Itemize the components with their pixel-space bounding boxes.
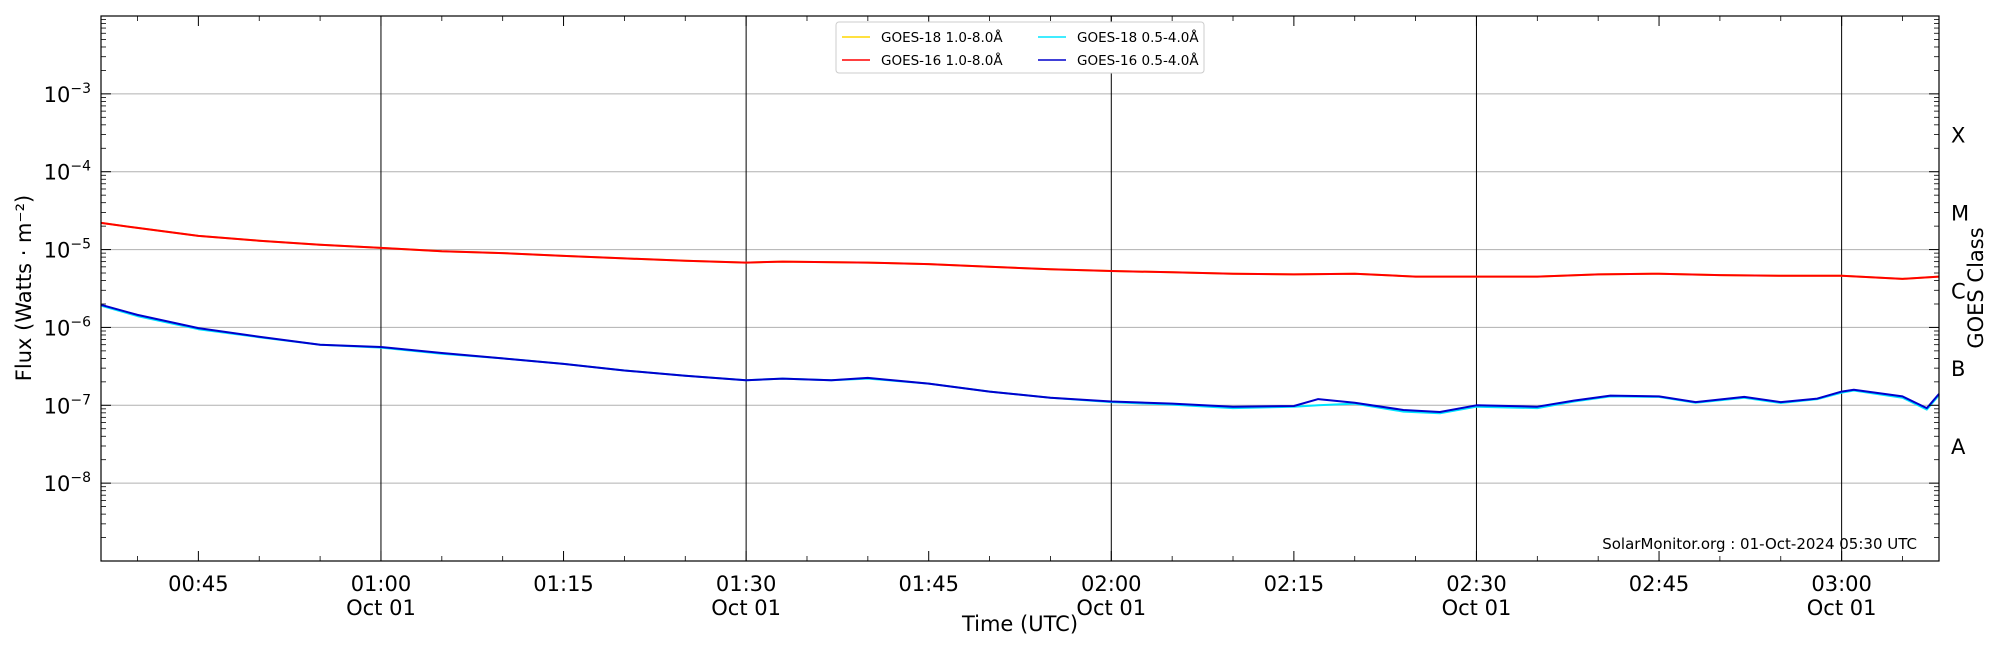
goes-class-label-c: C: [1951, 279, 1966, 303]
x-tick-label: 03:00: [1811, 572, 1872, 596]
x-tick-date-label: Oct 01: [1807, 596, 1877, 620]
x-tick-label: 01:15: [533, 572, 594, 596]
legend-label: GOES-16 0.5-4.0Å: [1077, 52, 1199, 69]
y-tick-label: 10−5: [44, 237, 91, 263]
x-tick-label: 02:15: [1264, 572, 1325, 596]
legend: GOES-18 1.0-8.0Å GOES-16 1.0-8.0Å GOES-18 …: [835, 21, 1205, 74]
y-axis-ticks: 10−8 10−7 10−6 10−5 10−4 10−3: [44, 81, 1939, 496]
x-tick-date-label: Oct 01: [1442, 596, 1512, 620]
legend-label: GOES-16 1.0-8.0Å: [881, 52, 1003, 69]
x-tick-label: 01:30: [716, 572, 777, 596]
goes-class-label-x: X: [1951, 124, 1965, 148]
y-tick-label: 10−6: [44, 314, 91, 340]
x-tick-date-label: Oct 01: [346, 596, 416, 620]
y-axis-title: Flux (Watts · m⁻²): [12, 195, 36, 381]
y2-axis-title: GOES Class: [1964, 227, 1988, 348]
y-tick-label: 10−3: [44, 81, 91, 107]
goes-class-label-a: A: [1951, 435, 1966, 459]
x-tick-label: 02:30: [1446, 572, 1507, 596]
x-tick-date-label: Oct 01: [711, 596, 781, 620]
plot-frame: [100, 15, 1940, 562]
x-axis-title: Time (UTC): [961, 612, 1078, 636]
goes-class-label-m: M: [1951, 201, 1969, 225]
series-line-2: [100, 221, 1940, 280]
y-tick-label: 10−7: [44, 392, 91, 418]
y-tick-label: 10−4: [44, 159, 91, 185]
legend-box: [835, 21, 1205, 74]
goes-class-label-b: B: [1951, 357, 1965, 381]
x-tick-label: 00:45: [168, 572, 229, 596]
legend-label: GOES-18 0.5-4.0Å: [1077, 29, 1199, 46]
series-lines: [100, 221, 1940, 415]
plot-background: [101, 16, 1939, 561]
series-line-4: [100, 303, 1940, 413]
minor-ticks: [101, 19, 1939, 538]
y-tick-label: 10−8: [44, 470, 91, 496]
credit-text: SolarMonitor.org : 01-Oct-2024 05:30 UTC: [1602, 535, 1917, 553]
x-tick-label: 02:00: [1081, 572, 1142, 596]
x-tick-label: 01:45: [898, 572, 959, 596]
x-tick-label: 01:00: [351, 572, 412, 596]
goes-class-labels: X M C B A: [1951, 124, 1969, 459]
legend-label: GOES-18 1.0-8.0Å: [881, 29, 1003, 46]
x-tick-date-label: Oct 01: [1076, 596, 1146, 620]
x-tick-label: 02:45: [1629, 572, 1690, 596]
day-vertical-lines: [380, 16, 1843, 561]
